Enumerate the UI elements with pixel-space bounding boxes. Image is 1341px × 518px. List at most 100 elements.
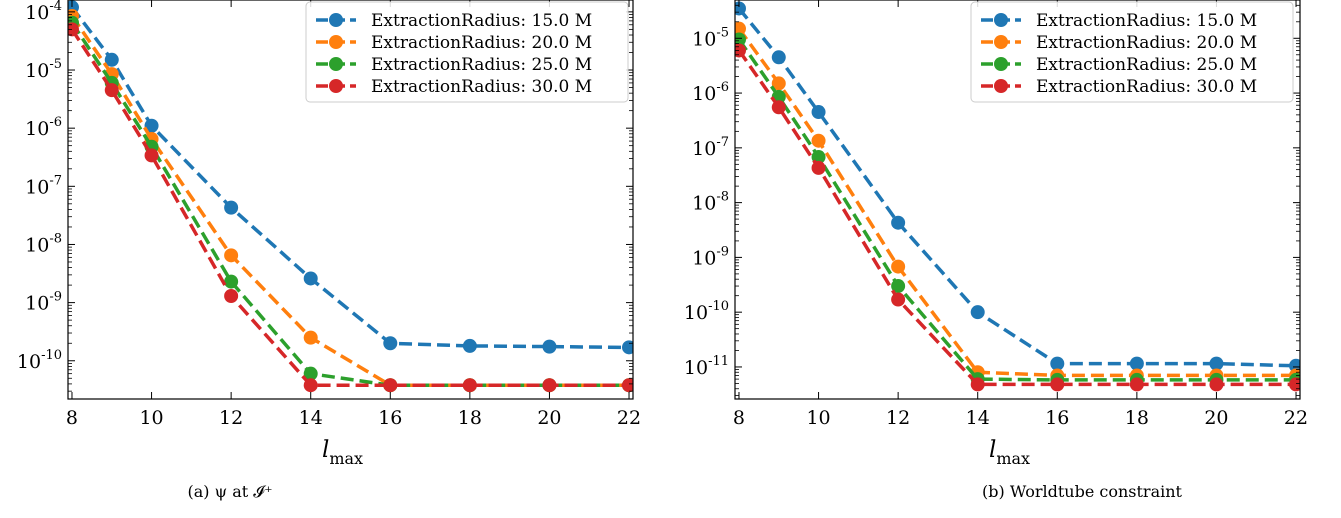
y-tick-label: 10-10 xyxy=(684,299,729,324)
data-point-s4-2 xyxy=(811,160,826,175)
data-point-s4-6 xyxy=(1129,377,1144,392)
y-tick-label: 10-8 xyxy=(25,231,62,256)
chart-panel-2: 8 10 12 14 16 18 20 22 10-11 10-10 10-9 10-8 10-7 10-… xyxy=(684,0,1308,501)
legend-marker-2 xyxy=(994,35,1008,49)
data-point-s4-4 xyxy=(303,378,318,393)
legend-box xyxy=(970,1,1294,103)
legend-entry-4: ExtractionRadius: 30.0 M xyxy=(1036,77,1257,97)
data-point-s1-6 xyxy=(1129,356,1144,371)
legend-marker-4 xyxy=(994,79,1008,93)
series-line-3 xyxy=(737,38,1296,382)
x-tick-label: 22 xyxy=(1284,407,1308,429)
legend-box xyxy=(305,1,629,103)
data-point-s4-8 xyxy=(622,378,633,393)
x-tick-label: 8 xyxy=(66,407,78,429)
data-point-s1-3 xyxy=(224,200,239,215)
legend-entry-3: ExtractionRadius: 25.0 M xyxy=(371,55,592,75)
y-tick-label: 10-7 xyxy=(25,173,62,198)
x-tick-label: 12 xyxy=(219,407,243,429)
data-point-s2-3 xyxy=(224,248,239,263)
legend: ExtractionRadius: 15.0 MExtractionRadius… xyxy=(970,1,1294,103)
y-tick-label: 10-6 xyxy=(25,115,62,140)
y-tick-label: 10-4 xyxy=(25,0,62,24)
data-point-s2-3 xyxy=(891,259,906,274)
data-point-s2-2 xyxy=(811,133,826,148)
legend-entry-4: ExtractionRadius: 30.0 M xyxy=(371,77,592,97)
plot-area xyxy=(68,0,633,393)
data-point-s1-4 xyxy=(970,305,985,320)
figure-caption: (a) ψ at 𝓘⁺ xyxy=(187,482,272,501)
data-point-s4-7 xyxy=(542,378,557,393)
data-point-s1-2 xyxy=(811,105,826,120)
x-tick-label: 20 xyxy=(537,407,561,429)
data-point-s4-8 xyxy=(1289,377,1300,392)
data-point-s4-4 xyxy=(970,377,985,392)
data-point-s2-1 xyxy=(771,76,786,91)
data-point-s4-5 xyxy=(383,378,398,393)
x-tick-label: 10 xyxy=(139,407,163,429)
y-tick-label: 10-8 xyxy=(692,190,729,215)
x-tick-label: 16 xyxy=(378,407,402,429)
data-point-s1-7 xyxy=(542,339,557,354)
data-point-s4-5 xyxy=(1050,377,1065,392)
legend-marker-3 xyxy=(329,57,343,71)
y-tick-label: 10-5 xyxy=(25,57,62,82)
legend-entry-3: ExtractionRadius: 25.0 M xyxy=(1036,55,1257,75)
x-tick-label: 8 xyxy=(733,407,745,429)
legend-entry-1: ExtractionRadius: 15.0 M xyxy=(371,11,592,31)
legend-marker-3 xyxy=(994,57,1008,71)
data-point-s4-3 xyxy=(224,288,239,303)
legend-marker-4 xyxy=(329,79,343,93)
legend-entry-1: ExtractionRadius: 15.0 M xyxy=(1036,11,1257,31)
x-axis-label: lmax xyxy=(989,437,1030,468)
x-tick-label: 10 xyxy=(806,407,830,429)
y-tick-label: 10-11 xyxy=(684,354,729,379)
legend-entry-2: ExtractionRadius: 20.0 M xyxy=(371,33,592,53)
data-point-s4-3 xyxy=(891,292,906,307)
y-tick-label: 10-6 xyxy=(692,80,729,105)
data-point-s3-4 xyxy=(303,366,318,381)
legend: ExtractionRadius: 15.0 MExtractionRadius… xyxy=(305,1,629,103)
legend-entry-2: ExtractionRadius: 20.0 M xyxy=(1036,33,1257,53)
data-point-s3-3 xyxy=(891,279,906,294)
y-tick-label: 10-9 xyxy=(692,244,729,269)
data-point-s3-0 xyxy=(735,32,746,47)
data-point-s1-5 xyxy=(1050,356,1065,371)
data-point-s1-3 xyxy=(891,215,906,230)
legend-marker-1 xyxy=(329,13,343,27)
data-point-s1-1 xyxy=(771,50,786,65)
data-point-s1-8 xyxy=(622,340,633,355)
data-point-s4-1 xyxy=(771,100,786,115)
y-tick-label: 10-5 xyxy=(692,25,729,50)
data-point-s4-7 xyxy=(1209,377,1224,392)
data-point-s1-1 xyxy=(104,52,119,67)
x-tick-label: 18 xyxy=(1125,407,1149,429)
x-tick-label: 22 xyxy=(617,407,641,429)
figure-caption: (b) Worldtube constraint xyxy=(982,482,1182,501)
y-tick-label: 10-7 xyxy=(692,135,729,160)
y-tick-label: 10-10 xyxy=(17,348,62,373)
plot-area xyxy=(735,1,1300,392)
data-point-s1-5 xyxy=(383,336,398,351)
data-point-s2-0 xyxy=(735,21,746,36)
data-point-s2-4 xyxy=(303,330,318,345)
x-tick-label: 20 xyxy=(1204,407,1228,429)
chart-panel-1: 8 10 12 14 16 18 20 22 10-10 10-9 10-8 10-7 10-6 10-5… xyxy=(17,0,641,501)
x-tick-label: 12 xyxy=(886,407,910,429)
data-point-s4-6 xyxy=(462,378,477,393)
x-tick-label: 14 xyxy=(966,407,990,429)
x-tick-label: 14 xyxy=(299,407,323,429)
data-point-s4-1 xyxy=(104,83,119,98)
legend-marker-2 xyxy=(329,35,343,49)
x-tick-label: 18 xyxy=(458,407,482,429)
data-point-s1-4 xyxy=(303,271,318,286)
data-point-s4-2 xyxy=(144,148,159,163)
x-tick-label: 16 xyxy=(1045,407,1069,429)
data-point-s1-6 xyxy=(462,338,477,353)
axes-frame xyxy=(734,0,1301,400)
x-axis-label: lmax xyxy=(322,437,363,468)
y-tick-label: 10-9 xyxy=(25,290,62,315)
data-point-s1-7 xyxy=(1209,356,1224,371)
legend-marker-1 xyxy=(994,13,1008,27)
